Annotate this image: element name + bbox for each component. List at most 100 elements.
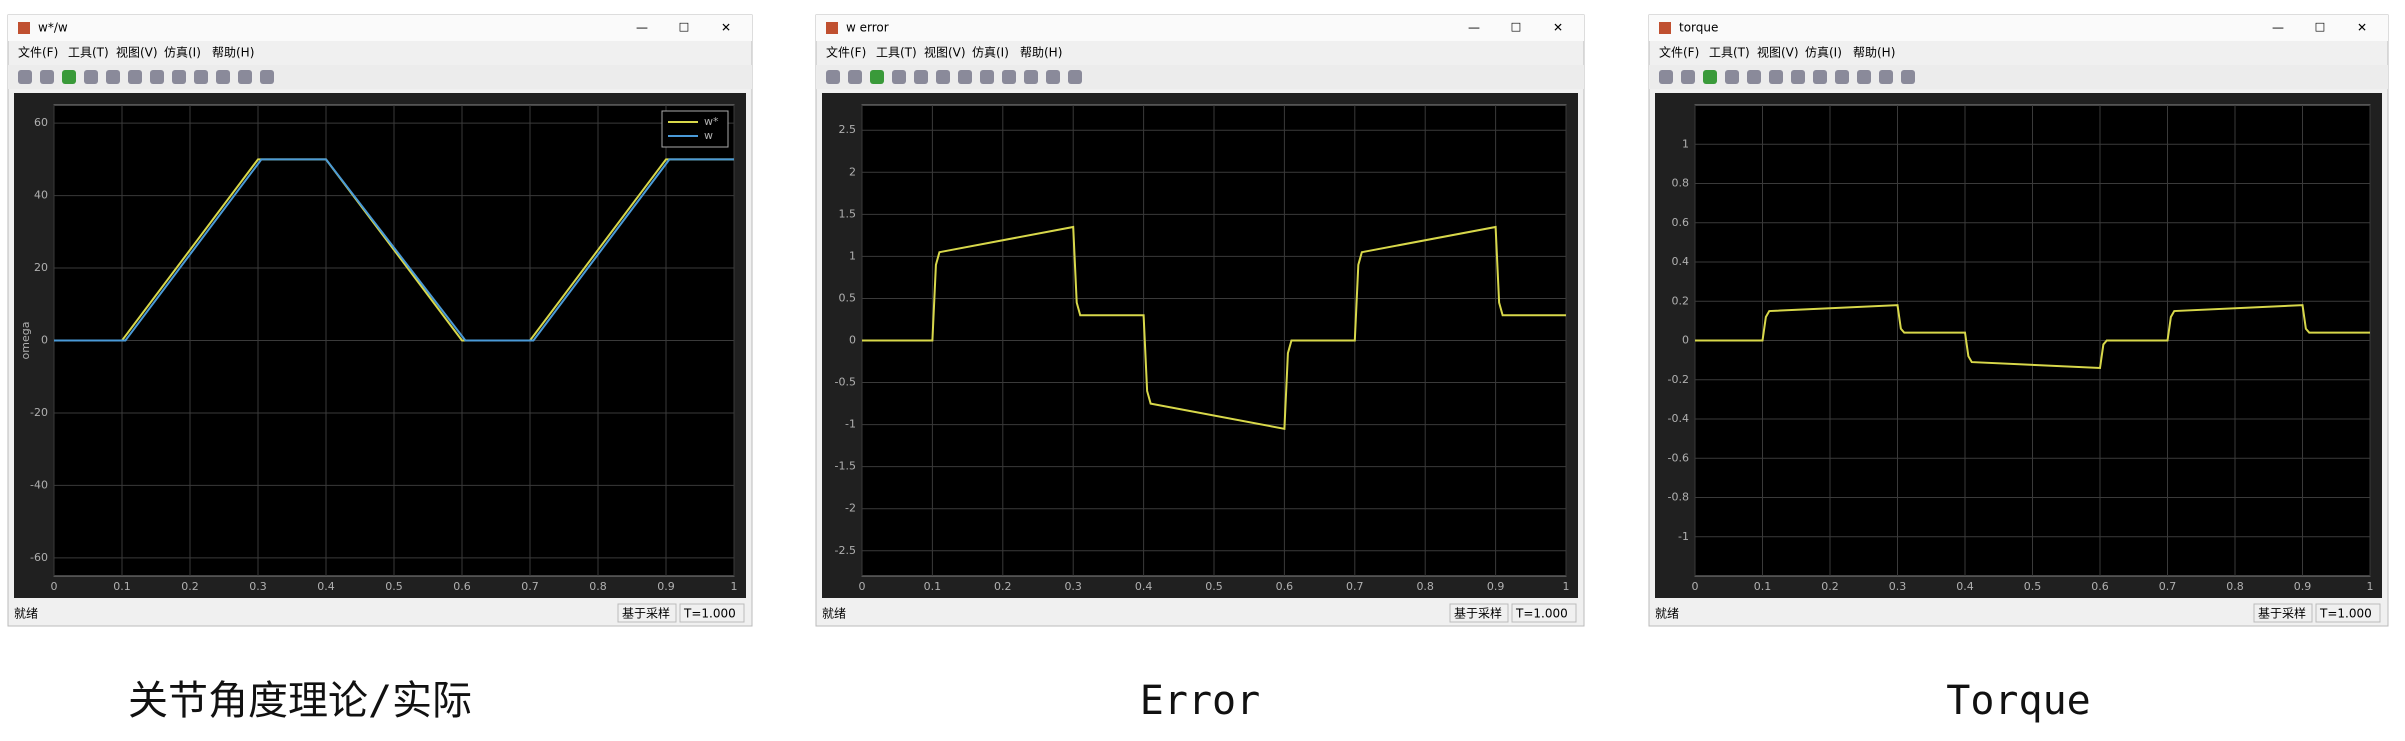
toolbar-button[interactable] <box>1791 70 1805 84</box>
x-tick-label: 0.7 <box>521 580 539 593</box>
toolbar-button[interactable] <box>1024 70 1038 84</box>
x-tick-label: 0.6 <box>2091 580 2109 593</box>
toolbar-button[interactable] <box>128 70 142 84</box>
x-tick-label: 0.6 <box>453 580 471 593</box>
window-button[interactable]: ☐ <box>1511 21 1522 35</box>
toolbar-button[interactable] <box>84 70 98 84</box>
x-tick-label: 0.2 <box>181 580 199 593</box>
window-button[interactable]: ☐ <box>2315 21 2326 35</box>
toolbar-button[interactable] <box>238 70 252 84</box>
y-tick-label: 0 <box>41 334 48 347</box>
y-tick-label: 40 <box>34 189 48 202</box>
toolbar-button[interactable] <box>62 70 76 84</box>
series-line <box>862 225 1566 431</box>
y-tick-label: -0.8 <box>1668 491 1689 504</box>
y-tick-label: -1.5 <box>835 460 856 473</box>
y-tick-label: -0.5 <box>835 376 856 389</box>
menu-item[interactable]: 文件(F) <box>1659 45 1699 60</box>
menu-item[interactable]: 视图(V) <box>924 45 966 60</box>
menu-item[interactable]: 视图(V) <box>1757 45 1799 60</box>
toolbar-button[interactable] <box>1659 70 1673 84</box>
toolbar-button[interactable] <box>106 70 120 84</box>
x-tick-label: 0.8 <box>589 580 607 593</box>
toolbar-button[interactable] <box>150 70 164 84</box>
window-button[interactable]: ✕ <box>1553 21 1563 35</box>
toolbar-button[interactable] <box>1681 70 1695 84</box>
window-title: w*/w <box>38 21 68 35</box>
scope-window: w*/w — ☐ ✕ 文件(F) 工具(T) 视图(V) 仿真(I) 帮助(H) 0 0.1 0.2 0… <box>7 14 753 627</box>
toolbar-button[interactable] <box>1769 70 1783 84</box>
toolbar-button[interactable] <box>1046 70 1060 84</box>
toolbar-button[interactable] <box>914 70 928 84</box>
menu-item[interactable]: 帮助(H) <box>212 46 254 60</box>
x-tick-label: 0 <box>1692 580 1699 593</box>
caption: 关节角度理论/实际 <box>128 678 472 724</box>
toolbar-button[interactable] <box>260 70 274 84</box>
menu-item[interactable]: 工具(T) <box>68 46 109 60</box>
menu-item[interactable]: 视图(V) <box>116 45 158 60</box>
toolbar-button[interactable] <box>194 70 208 84</box>
title-bar <box>8 15 752 41</box>
x-tick-label: 0.2 <box>994 580 1012 593</box>
y-tick-label: 2 <box>849 165 856 178</box>
menu-item[interactable]: 仿真(I) <box>972 46 1009 60</box>
toolbar-button[interactable] <box>892 70 906 84</box>
y-tick-label: 0.2 <box>1672 294 1690 307</box>
window-button[interactable]: ✕ <box>721 21 731 35</box>
toolbar-button[interactable] <box>826 70 840 84</box>
toolbar-button[interactable] <box>172 70 186 84</box>
menu-item[interactable]: 文件(F) <box>826 45 866 60</box>
x-tick-label: 0.6 <box>1276 580 1294 593</box>
window-button[interactable]: — <box>2272 21 2284 35</box>
x-tick-label: 1 <box>731 580 738 593</box>
toolbar-button[interactable] <box>870 70 884 84</box>
toolbar-button[interactable] <box>1703 70 1717 84</box>
toolbar-button[interactable] <box>18 70 32 84</box>
y-tick-label: 20 <box>34 261 48 274</box>
y-tick-label: -1 <box>1678 530 1689 543</box>
toolbar-button[interactable] <box>216 70 230 84</box>
window-title: torque <box>1679 21 1718 35</box>
toolbar-button[interactable] <box>1857 70 1871 84</box>
status-text: 就绪 <box>1655 607 1679 621</box>
series-line <box>1695 304 2370 370</box>
menu-item[interactable]: 工具(T) <box>1709 46 1750 60</box>
toolbar-button[interactable] <box>1835 70 1849 84</box>
toolbar-button[interactable] <box>40 70 54 84</box>
window-button[interactable]: — <box>636 21 648 35</box>
y-tick-label: -0.2 <box>1668 373 1689 386</box>
scope-window: w error — ☐ ✕ 文件(F) 工具(T) 视图(V) 仿真(I) 帮助(H) 0 0.1 0… <box>815 14 1585 627</box>
menu-item[interactable]: 工具(T) <box>876 46 917 60</box>
status-text: T=1.000 <box>2319 607 2372 621</box>
toolbar-button[interactable] <box>980 70 994 84</box>
y-axis-label: omega <box>19 322 32 360</box>
status-text: 基于采样 <box>1454 606 1502 621</box>
x-tick-label: 0.1 <box>1754 580 1772 593</box>
window-title: w error <box>846 21 889 35</box>
toolbar-button[interactable] <box>848 70 862 84</box>
menu-item[interactable]: 帮助(H) <box>1853 46 1895 60</box>
window-button[interactable]: ✕ <box>2357 21 2367 35</box>
y-tick-label: 0.4 <box>1672 255 1690 268</box>
window-button[interactable]: — <box>1468 21 1480 35</box>
window-button[interactable]: ☐ <box>679 21 690 35</box>
toolbar-button[interactable] <box>1813 70 1827 84</box>
y-tick-label: 1 <box>849 249 856 262</box>
toolbar-button[interactable] <box>958 70 972 84</box>
toolbar-button[interactable] <box>1002 70 1016 84</box>
menu-item[interactable]: 文件(F) <box>18 45 58 60</box>
x-tick-label: 0.5 <box>2024 580 2042 593</box>
toolbar-button[interactable] <box>1725 70 1739 84</box>
toolbar-button[interactable] <box>1068 70 1082 84</box>
toolbar-button[interactable] <box>1747 70 1761 84</box>
toolbar-button[interactable] <box>936 70 950 84</box>
y-tick-label: -0.4 <box>1668 412 1689 425</box>
menu-item[interactable]: 帮助(H) <box>1020 46 1062 60</box>
x-tick-label: 1 <box>1563 580 1570 593</box>
app-icon <box>18 22 30 34</box>
toolbar-button[interactable] <box>1879 70 1893 84</box>
status-text: T=1.000 <box>1515 607 1568 621</box>
menu-item[interactable]: 仿真(I) <box>1805 46 1842 60</box>
toolbar-button[interactable] <box>1901 70 1915 84</box>
menu-item[interactable]: 仿真(I) <box>164 46 201 60</box>
